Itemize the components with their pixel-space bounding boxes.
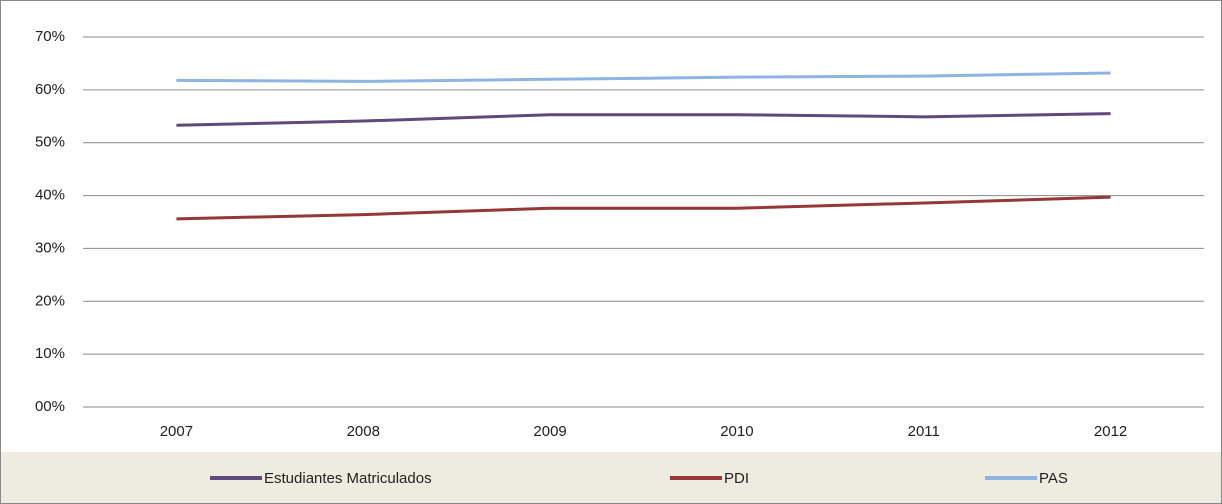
line-series bbox=[176, 71, 1111, 83]
y-tick-label: 20% bbox=[35, 292, 65, 309]
x-tick-label: 2011 bbox=[908, 423, 940, 440]
legend-label: PDI bbox=[724, 470, 749, 487]
legend-band bbox=[1, 452, 1221, 503]
y-tick-label: 30% bbox=[35, 239, 65, 256]
y-tick-label: 40% bbox=[35, 187, 65, 204]
y-tick-label: 10% bbox=[35, 345, 65, 362]
x-tick-label: 2012 bbox=[1094, 423, 1127, 440]
y-tick-label: 70% bbox=[35, 28, 65, 45]
x-tick-label: 2007 bbox=[160, 423, 193, 440]
x-tick-label: 2010 bbox=[720, 423, 753, 440]
legend-label: Estudiantes Matriculados bbox=[264, 470, 432, 487]
x-tick-label: 2008 bbox=[347, 423, 380, 440]
y-tick-label: 60% bbox=[35, 81, 65, 98]
line-series bbox=[176, 195, 1111, 221]
y-tick-label: 00% bbox=[35, 398, 65, 415]
line-series bbox=[176, 112, 1111, 127]
y-tick-label: 50% bbox=[35, 134, 65, 151]
legend-label: PAS bbox=[1039, 470, 1068, 487]
x-tick-label: 2009 bbox=[533, 423, 566, 440]
